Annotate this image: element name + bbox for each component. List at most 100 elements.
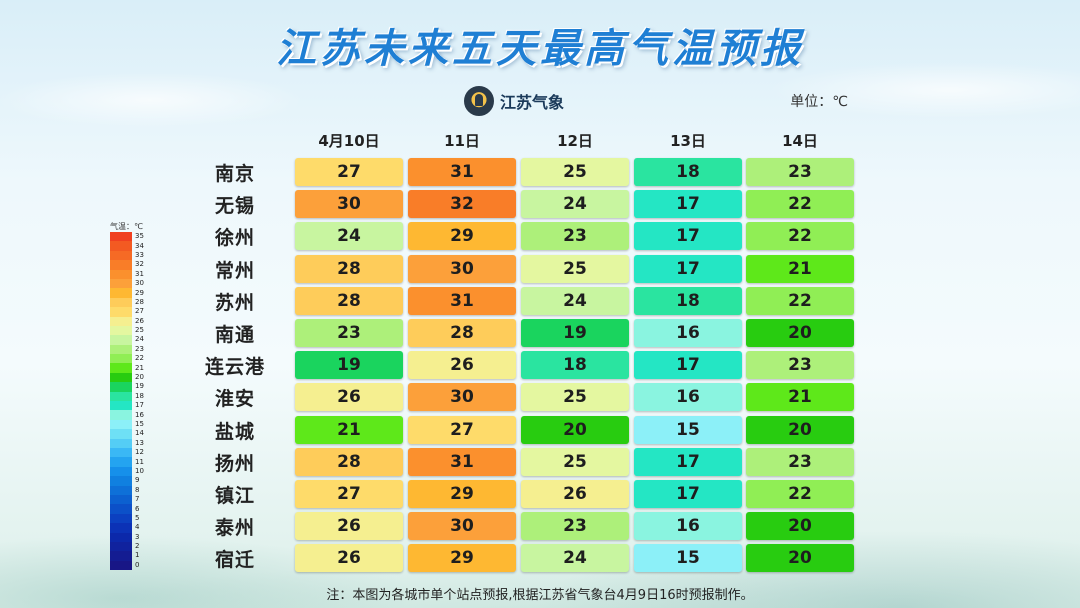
footnote: 注：本图为各城市单个站点预报,根据江苏省气象台4月9日16时预报制作。 [326, 588, 754, 603]
scale-step: 25 [110, 325, 150, 336]
temperature-cell: 20 [746, 544, 854, 573]
scale-tick-label: 15 [135, 420, 144, 428]
column-header: 12日 [557, 132, 593, 150]
logo-text: 江苏气象 [500, 93, 565, 112]
temperature-cell: 16 [634, 383, 742, 412]
temperature-cell: 20 [746, 512, 854, 541]
scale-step: 0 [110, 560, 150, 571]
scale-step: 11 [110, 457, 150, 467]
scale-swatch [110, 457, 132, 467]
scale-tick-label: 18 [135, 391, 144, 400]
scale-swatch [110, 316, 132, 326]
scale-swatch [110, 523, 132, 533]
scale-tick-label: 25 [135, 326, 144, 335]
scale-step: 21 [110, 363, 150, 373]
scale-tick-label: 33 [135, 250, 144, 259]
temperature-cell: 27 [408, 415, 516, 444]
temperature-cell: 32 [408, 190, 516, 219]
temperature-cell: 23 [521, 222, 629, 251]
temperature-cell: 29 [408, 222, 516, 251]
scale-swatch [110, 241, 132, 251]
scale-swatch [110, 447, 132, 458]
temperature-cell: 31 [408, 158, 516, 186]
temperature-cell: 17 [634, 480, 742, 508]
scale-swatch [110, 335, 132, 345]
city-label: 淮安 [214, 388, 255, 411]
city-label: 扬州 [214, 452, 255, 475]
temperature-cell: 19 [295, 351, 403, 380]
temperature-cell: 20 [746, 319, 854, 347]
temperature-cell: 26 [295, 383, 403, 412]
scale-step: 3 [110, 532, 150, 542]
scale-step: 30 [110, 278, 150, 289]
scale-swatch [110, 232, 132, 242]
city-label: 常州 [214, 259, 255, 282]
temperature-cell: 28 [295, 254, 403, 283]
scale-swatch [110, 344, 132, 355]
scale-tick-label: 35 [135, 232, 144, 241]
scale-step: 5 [110, 513, 150, 524]
scale-step: 19 [110, 382, 150, 392]
city-label: 连云港 [204, 356, 265, 379]
temperature-cell: 29 [408, 544, 516, 573]
scale-swatch [110, 288, 132, 298]
scale-step: 31 [110, 269, 150, 279]
scale-tick-label: 11 [135, 457, 144, 466]
scale-swatch [110, 382, 132, 392]
scale-swatch [110, 513, 132, 524]
scale-tick-label: 30 [135, 279, 144, 288]
scale-tick-label: 8 [135, 485, 140, 494]
scale-swatch [110, 485, 132, 495]
scale-step: 32 [110, 260, 150, 270]
temperature-color-scale: 气温：℃ 35 34 33 32 31 30 29 28 27 26 25 24 23 22 21 20 19 1… [110, 221, 150, 571]
temperature-cell: 25 [521, 254, 629, 283]
city-label: 南通 [214, 324, 255, 346]
temperature-cell: 17 [634, 222, 742, 251]
scale-swatch [110, 476, 132, 486]
scale-step: 27 [110, 307, 150, 317]
scale-swatch [110, 551, 132, 561]
scale-swatch [110, 494, 132, 505]
temperature-cell: 23 [521, 512, 629, 541]
temperature-cell: 23 [746, 158, 854, 186]
scale-tick-label: 4 [135, 523, 140, 532]
scale-swatch [110, 438, 132, 448]
city-label: 镇江 [214, 485, 255, 507]
temperature-cell: 30 [408, 383, 516, 412]
scale-tick-label: 24 [135, 335, 144, 344]
temperature-cell: 16 [634, 512, 742, 541]
scale-step: 23 [110, 344, 150, 355]
scale-tick-label: 32 [135, 260, 144, 269]
scale-swatch [110, 532, 132, 542]
scale-step: 9 [110, 476, 150, 486]
scale-step: 7 [110, 494, 150, 505]
temperature-cell: 18 [634, 158, 742, 186]
scale-step: 1 [110, 551, 150, 561]
scale-swatch [110, 325, 132, 336]
temperature-cell: 31 [408, 286, 516, 315]
temperature-cell: 23 [746, 447, 854, 476]
column-header: 11日 [444, 132, 480, 150]
scale-step: 16 [110, 410, 150, 420]
scale-tick-label: 19 [135, 382, 144, 391]
temperature-cell: 28 [295, 286, 403, 315]
temperature-cell: 27 [295, 158, 403, 186]
scale-tick-label: 26 [135, 316, 144, 325]
temperature-cell: 23 [746, 351, 854, 380]
temperature-cell: 22 [746, 480, 854, 508]
scale-swatch [110, 429, 132, 439]
scale-tick-label: 34 [135, 241, 144, 250]
scale-swatch [110, 260, 132, 270]
scale-swatch [110, 297, 132, 308]
city-label: 南京 [214, 163, 255, 185]
temperature-cell: 21 [295, 415, 403, 444]
scale-swatch [110, 541, 132, 552]
scale-tick-label: 16 [135, 410, 144, 419]
scale-tick-label: 12 [135, 448, 144, 457]
scale-step: 14 [110, 429, 150, 439]
scale-step: 6 [110, 504, 150, 514]
logo: 江苏气象 [464, 84, 564, 118]
temperature-cell: 27 [295, 480, 403, 508]
temperature-cell: 23 [295, 319, 403, 347]
scale-label: 气温：℃ [110, 222, 143, 231]
